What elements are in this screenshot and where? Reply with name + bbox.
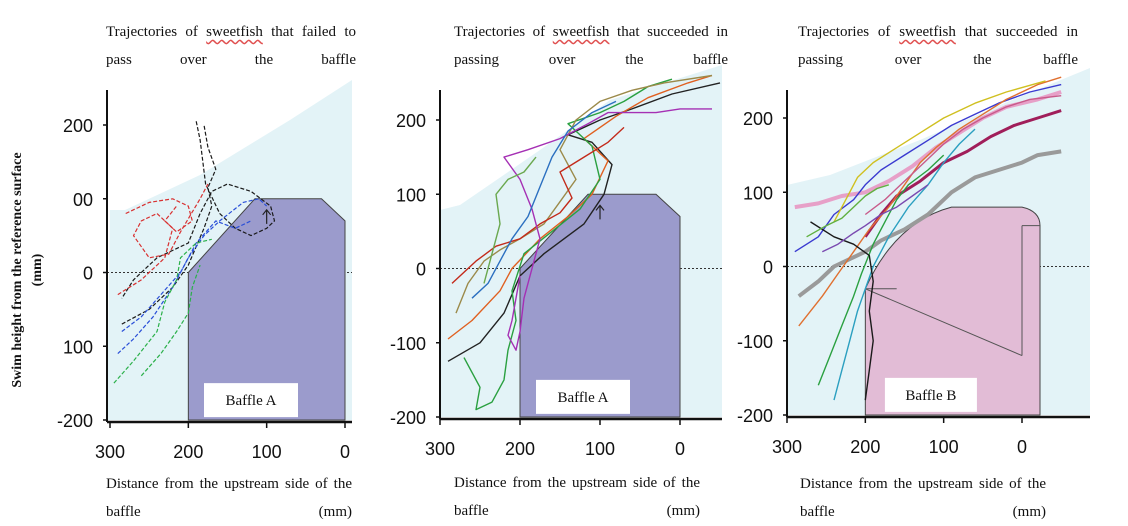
y-tick-label: 100 (743, 183, 773, 203)
y-tick-label: 200 (63, 116, 93, 136)
baffle-a-shape (187, 198, 346, 421)
y-tick-label: 0 (763, 258, 773, 278)
trajectory-line (113, 238, 212, 384)
trajectory-line (833, 80, 1046, 223)
x-tick-label: 200 (850, 437, 880, 457)
y-tick-label: 200 (396, 111, 426, 131)
y-tick-label: 200 (743, 109, 773, 129)
trajectory-line (864, 109, 1062, 238)
x-tick-label: 300 (425, 439, 455, 459)
trajectory-line (121, 124, 217, 325)
trajectory-line (864, 95, 1062, 216)
x-tick-label: 100 (252, 442, 282, 462)
trajectory-line (447, 74, 713, 340)
trajectory-line (483, 156, 537, 284)
baffle-b-shape (864, 206, 1041, 416)
x-tick-label: 100 (585, 439, 615, 459)
panel-1-title-sweetfish: sweetfish (206, 24, 263, 40)
panel-2-title: Trajectories of sweetfish that succeeded… (454, 18, 728, 74)
baffle-label: Baffle A (558, 390, 609, 406)
y-tick-label: -100 (390, 334, 426, 354)
panel-1-title-part-3: that failed to pass over the baffle (106, 24, 357, 68)
up-arrow-icon (595, 204, 605, 220)
trajectory-line (140, 264, 201, 377)
x-tick-label: 200 (505, 439, 535, 459)
trajectory-line (463, 78, 673, 411)
baffle-label-box (204, 383, 298, 418)
trajectory-line (117, 198, 268, 355)
trajectory-line (817, 154, 945, 386)
baffle-a-shape (519, 193, 681, 418)
x-tick-label: 300 (772, 437, 802, 457)
trajectory-line (833, 128, 976, 401)
y-tick-label: 0 (83, 264, 93, 284)
trajectory-line (125, 198, 193, 233)
panel-3: Baffle B 200 100 0 -100 -200 300 200 100 0 (737, 68, 1090, 457)
panel-3-title: Trajectories of sweetfish that succeeded… (798, 18, 1078, 74)
trajectory-line (806, 184, 890, 238)
baffle-label-box (536, 379, 630, 414)
trajectory-line (503, 108, 712, 351)
y-tick-label: -200 (390, 408, 426, 428)
trajectory-line (821, 184, 929, 253)
trajectory-line (794, 83, 1062, 253)
y-tick-label: 00 (73, 190, 93, 210)
x-tick-label: 0 (340, 442, 350, 462)
panel-1-title: Trajectories of sweetfish that failed to… (106, 18, 356, 74)
panel-2-title-part-3: that succeeded in passing over the baffl… (454, 24, 728, 68)
x-tick-label: 100 (929, 437, 959, 457)
trajectory-line (797, 149, 1062, 298)
panel-2-title-part-1: Trajectories of (454, 24, 553, 40)
panel-3-title-part-1: Trajectories of (798, 24, 900, 40)
baffle-label-box (884, 377, 977, 412)
y-tick-label: 100 (63, 337, 93, 357)
panel-3-title-part-3: that succeeded in passing over the baffl… (798, 24, 1079, 68)
panel-2-x-axis-label: Distance from the upstream side of the b… (454, 475, 700, 519)
panel-2: Baffle A 200 100 0 -100 -200 300 200 100 0 (390, 65, 722, 459)
y-tick-label: -100 (737, 332, 773, 352)
y-tick-label: 100 (396, 185, 426, 205)
panel-1-x-axis-label: Distance from the upstream side of the b… (106, 476, 352, 520)
baffle-label: Baffle B (905, 388, 956, 404)
y-tick-label: -200 (57, 411, 93, 431)
x-tick-label: 200 (173, 442, 203, 462)
trajectory-line (451, 126, 625, 284)
trajectory-line (810, 221, 874, 401)
panel-3-title-sweetfish: sweetfish (899, 24, 956, 40)
panel-2-title-sweetfish: sweetfish (552, 24, 610, 40)
panel-3-x-axis-label: Distance from the upstream side of the b… (800, 476, 1046, 520)
x-tick-label: 0 (675, 439, 685, 459)
panel-1-title-part-1: Trajectories of (106, 24, 207, 40)
y-tick-label: -200 (737, 406, 773, 426)
trajectory-line (471, 100, 617, 299)
up-arrow-icon (262, 208, 272, 224)
trajectory-line (121, 121, 276, 299)
x-tick-label: 0 (1017, 437, 1027, 457)
baffle-b-diagonal (865, 288, 1023, 357)
trajectory-line (121, 220, 252, 332)
baffle-label: Baffle A (226, 393, 277, 409)
y-tick-label: 0 (416, 260, 426, 280)
x-tick-label: 300 (95, 442, 125, 462)
